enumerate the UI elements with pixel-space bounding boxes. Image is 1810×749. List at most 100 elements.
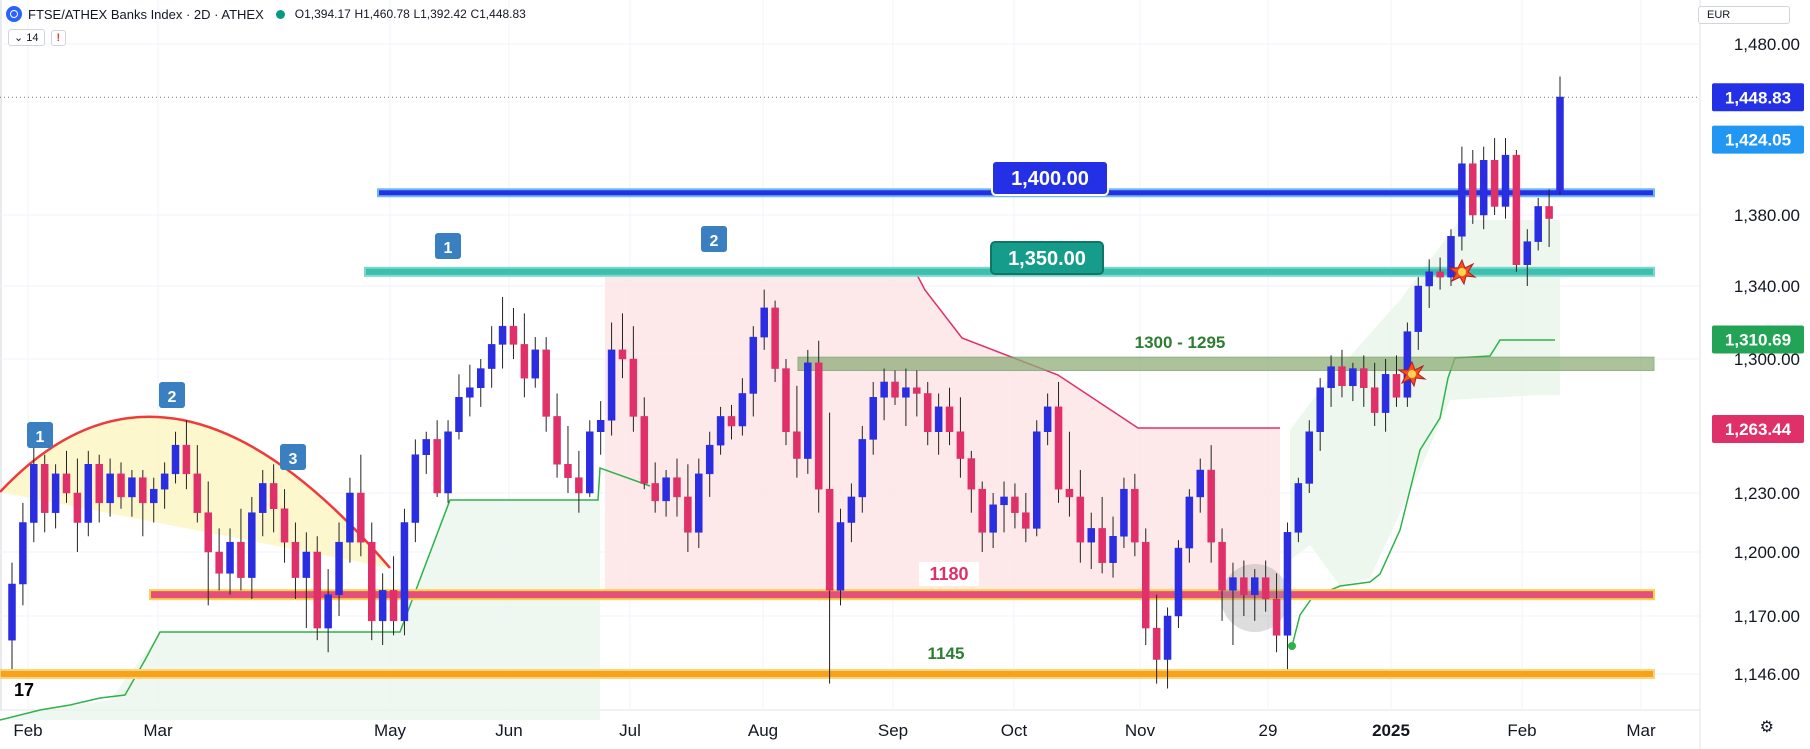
candle[interactable] <box>902 368 910 426</box>
currency-select[interactable]: EUR <box>1698 6 1790 24</box>
candle[interactable] <box>73 458 82 552</box>
candle[interactable] <box>1087 512 1095 570</box>
candle[interactable] <box>455 374 463 440</box>
level-1180[interactable] <box>149 589 1655 601</box>
candle[interactable] <box>945 387 954 446</box>
candle[interactable] <box>1338 349 1346 398</box>
candle[interactable] <box>1327 355 1335 407</box>
candle[interactable] <box>629 326 638 432</box>
candle[interactable] <box>106 458 114 517</box>
warning-icon[interactable]: ! <box>50 29 67 46</box>
candle[interactable] <box>1185 489 1194 563</box>
candle[interactable] <box>84 450 93 537</box>
candle[interactable] <box>662 470 670 517</box>
level-1145[interactable] <box>0 669 1655 679</box>
candle[interactable] <box>1370 362 1379 426</box>
candle[interactable] <box>880 368 888 421</box>
candle[interactable] <box>1076 470 1085 563</box>
candle[interactable] <box>19 502 27 606</box>
candle[interactable] <box>913 370 921 417</box>
candle[interactable] <box>182 420 191 490</box>
candle[interactable] <box>869 381 877 455</box>
candle[interactable] <box>1000 481 1008 533</box>
candle[interactable] <box>618 313 627 379</box>
candle[interactable] <box>357 454 365 557</box>
candle[interactable] <box>171 431 180 484</box>
candle[interactable] <box>891 370 899 405</box>
candle[interactable] <box>782 359 790 446</box>
candle[interactable] <box>269 464 278 533</box>
candle[interactable] <box>553 393 561 478</box>
candle[interactable] <box>1032 420 1041 537</box>
candle[interactable] <box>149 477 158 523</box>
candle[interactable] <box>1054 381 1063 503</box>
candle[interactable] <box>1229 562 1237 645</box>
candle[interactable] <box>1283 522 1292 670</box>
candle[interactable] <box>1392 355 1401 407</box>
candle[interactable] <box>8 562 16 670</box>
candle[interactable] <box>858 426 867 513</box>
candle[interactable] <box>738 378 747 436</box>
candle[interactable] <box>684 464 692 552</box>
candle[interactable] <box>1294 477 1303 543</box>
candle[interactable] <box>258 470 267 537</box>
candle[interactable] <box>367 522 376 641</box>
candle[interactable] <box>378 573 387 645</box>
candle[interactable] <box>1469 150 1477 224</box>
candle[interactable] <box>673 458 681 517</box>
symbol-title[interactable]: FTSE/ATHEX Banks Index · 2D · ATHEX <box>28 6 264 22</box>
candle[interactable] <box>51 464 60 529</box>
candle[interactable] <box>1065 431 1074 517</box>
candle[interactable] <box>1414 277 1423 350</box>
candle[interactable] <box>1458 146 1466 251</box>
candle[interactable] <box>313 536 321 641</box>
candle[interactable] <box>847 483 856 543</box>
candle[interactable] <box>596 401 605 455</box>
candle[interactable] <box>1098 496 1106 574</box>
candle[interactable] <box>978 481 986 552</box>
candle[interactable] <box>1022 493 1030 543</box>
candle[interactable] <box>1436 257 1444 290</box>
candle[interactable] <box>1501 138 1510 219</box>
candle[interactable] <box>40 454 49 533</box>
candle[interactable] <box>346 477 354 563</box>
candle[interactable] <box>411 439 420 543</box>
candle[interactable] <box>716 406 725 455</box>
candle[interactable] <box>433 420 441 497</box>
candle[interactable] <box>1196 458 1205 513</box>
candle[interactable] <box>771 300 779 382</box>
zone-1300-1295[interactable] <box>797 356 1655 371</box>
candle[interactable] <box>531 337 540 388</box>
candle[interactable] <box>248 496 256 599</box>
candle[interactable] <box>542 337 550 432</box>
candle[interactable] <box>1174 540 1183 629</box>
candle[interactable] <box>923 381 932 446</box>
candle[interactable] <box>1425 259 1433 308</box>
candle[interactable] <box>705 431 714 497</box>
settings-icon[interactable]: ⚙ <box>1759 719 1774 736</box>
candle[interactable] <box>825 412 834 684</box>
candle[interactable] <box>804 349 812 474</box>
candle[interactable] <box>62 450 71 503</box>
candle[interactable] <box>291 522 300 599</box>
candle[interactable] <box>160 462 169 509</box>
candle[interactable] <box>575 450 583 513</box>
candle[interactable] <box>727 404 736 440</box>
indicator-length-input[interactable]: ⌄ 14 <box>8 29 45 46</box>
candle[interactable] <box>1349 362 1357 402</box>
candle[interactable] <box>139 470 147 537</box>
candle[interactable] <box>1545 189 1553 247</box>
candle[interactable] <box>520 313 529 398</box>
candle[interactable] <box>1163 607 1172 689</box>
candle[interactable] <box>1479 146 1488 230</box>
candle[interactable] <box>302 532 311 629</box>
candle[interactable] <box>1240 560 1248 616</box>
candle[interactable] <box>1109 516 1117 578</box>
candle[interactable] <box>989 493 997 549</box>
candle[interactable] <box>1043 393 1052 446</box>
candle[interactable] <box>389 556 398 636</box>
candle[interactable] <box>324 569 332 653</box>
candle[interactable] <box>1131 473 1139 557</box>
candle[interactable] <box>444 420 452 503</box>
candle[interactable] <box>760 289 768 350</box>
